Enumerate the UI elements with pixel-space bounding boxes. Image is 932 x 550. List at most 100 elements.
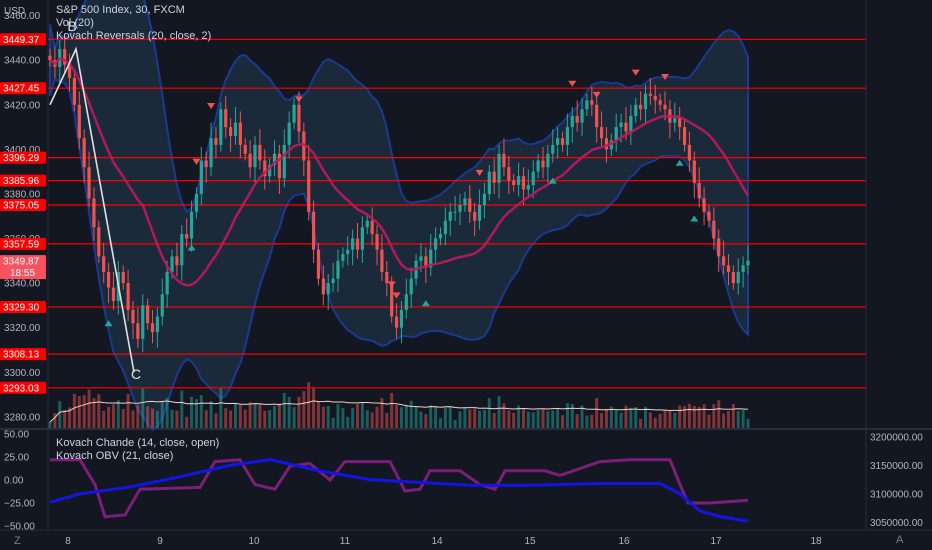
candle-body: [48, 55, 52, 61]
volume-bar: [502, 403, 506, 428]
volume-bar: [131, 410, 135, 428]
volume-bar: [102, 410, 106, 428]
level-price-label: 3375.05: [3, 200, 40, 211]
volume-ma-line: [49, 400, 749, 423]
volume-bar: [492, 413, 496, 428]
candle-body: [580, 109, 584, 123]
candle-body: [697, 182, 701, 199]
time-tick-label: 18: [810, 536, 822, 547]
candle-body: [170, 256, 174, 272]
volume-bar: [487, 398, 491, 428]
reversal-up-marker: [187, 244, 196, 251]
volume-bar: [116, 400, 120, 428]
volume-bar: [546, 411, 550, 428]
volume-bar: [526, 411, 530, 428]
volume-bar: [190, 396, 194, 428]
obv-tick-label: 3150000.00: [870, 461, 923, 472]
volume-bar: [482, 410, 486, 428]
candle-body: [297, 104, 301, 132]
volume-bar: [614, 410, 618, 428]
volume-bar: [165, 398, 169, 428]
volume-bar: [365, 410, 369, 428]
volume-bar: [302, 391, 306, 428]
indicator-kovach-reversals[interactable]: Kovach Reversals (20, close, 2): [56, 30, 212, 42]
time-tick-label: 8: [65, 536, 71, 547]
volume-bar: [561, 415, 565, 428]
volume-bar: [185, 416, 189, 428]
zoom-button[interactable]: Z: [14, 535, 21, 547]
price-tick-label: 3280.00: [4, 412, 41, 423]
candle-body: [87, 167, 91, 199]
volume-bar: [136, 404, 140, 428]
indicator-kovach-obv[interactable]: Kovach OBV (21, close): [56, 450, 174, 462]
currency-label[interactable]: USD: [4, 6, 26, 17]
volume-bar: [273, 406, 277, 428]
volume-bar: [648, 412, 652, 428]
reversal-down-marker: [294, 96, 303, 103]
candle-body: [253, 144, 257, 168]
candle-body: [385, 271, 389, 284]
volume-bar: [726, 411, 730, 428]
candle-body: [678, 118, 682, 128]
candle-body: [268, 164, 272, 177]
volume-bar: [473, 408, 477, 428]
volume-bar: [404, 404, 408, 428]
volume-bar: [107, 406, 111, 428]
candle-body: [526, 185, 530, 190]
osc-tick-label: −25.00: [4, 499, 35, 510]
auto-scale-button[interactable]: A: [896, 534, 904, 546]
candle-body: [653, 95, 657, 101]
volume-bar: [683, 406, 687, 428]
volume-bar: [429, 405, 433, 428]
volume-bar: [341, 408, 345, 428]
volume-bar: [619, 412, 623, 428]
main-legend: S&P 500 Index, 30, FXCM Vol (20) Kovach …: [56, 4, 211, 43]
volume-bar: [565, 403, 569, 428]
candle-body: [438, 234, 443, 239]
volume-bar: [194, 399, 198, 428]
volume-bar: [312, 387, 316, 428]
candle-body: [536, 160, 540, 172]
reversal-down-marker: [192, 158, 201, 165]
annotation-label-b: B: [67, 18, 76, 34]
volume-bar: [375, 406, 379, 428]
candle-body: [477, 205, 482, 221]
price-tick-label: 3440.00: [4, 56, 41, 67]
candle-body: [380, 249, 384, 272]
volume-bar: [746, 418, 750, 428]
volume-bar: [722, 413, 726, 428]
indicator-volume[interactable]: Vol (20): [56, 17, 94, 29]
volume-bar: [111, 404, 115, 428]
volume-bar: [453, 420, 457, 428]
volume-bar: [346, 416, 350, 428]
volume-bar: [438, 417, 442, 428]
candle-body: [551, 144, 555, 154]
candle-body: [351, 238, 355, 250]
time-tick-label: 14: [431, 536, 443, 547]
volume-bar: [268, 410, 272, 428]
candle-body: [370, 220, 374, 235]
volume-bar: [316, 401, 320, 428]
indicator-kovach-chande[interactable]: Kovach Chande (14, close, open): [56, 437, 220, 449]
volume-bar: [331, 417, 335, 428]
candle-body: [185, 234, 189, 239]
volume-bar: [356, 404, 360, 428]
candle-body: [360, 227, 364, 250]
candle-body: [302, 131, 306, 161]
volume-bar: [409, 400, 413, 428]
chart-title[interactable]: S&P 500 Index, 30, FXCM: [56, 4, 185, 16]
volume-bar: [629, 407, 633, 428]
candle-body: [619, 122, 623, 128]
time-tick-label: 11: [340, 536, 351, 547]
time-tick-label: 16: [618, 536, 630, 547]
volume-bar: [541, 409, 545, 428]
candle-body: [355, 238, 360, 250]
candle-body: [590, 100, 594, 105]
level-price-tag: [0, 174, 46, 187]
candle-body: [307, 160, 311, 212]
candle-body: [658, 100, 662, 105]
candle-body: [326, 283, 330, 295]
volume-bar: [297, 396, 301, 428]
candle-body: [111, 287, 116, 301]
